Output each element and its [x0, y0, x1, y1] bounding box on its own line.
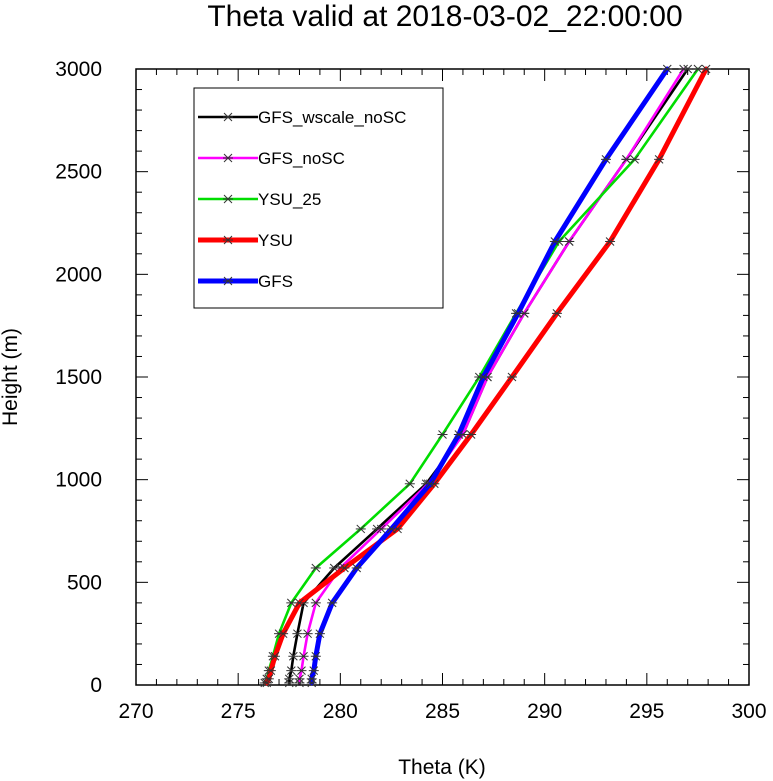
legend-item: GFS [198, 272, 293, 291]
y-tick-label: 3000 [55, 58, 102, 81]
data-point [310, 563, 321, 573]
data-point [284, 678, 295, 688]
data-point [478, 372, 489, 382]
y-tick-label: 1500 [55, 366, 102, 389]
data-point [306, 678, 317, 688]
data-point [549, 237, 560, 246]
data-point [292, 629, 303, 639]
data-point [327, 598, 338, 608]
legend-item: GFS_noSC [198, 149, 345, 168]
data-point [314, 629, 325, 639]
data-point [302, 629, 313, 639]
data-point [605, 237, 616, 246]
legend-item: YSU_25 [198, 190, 321, 209]
chart-title: Theta valid at 2018-03-02_22:00:00 [207, 0, 682, 33]
data-point [286, 666, 297, 675]
data-point [437, 430, 448, 439]
legend: GFS_wscale_noSC GFS_noSC YSU_25 YSU GFS [193, 87, 444, 309]
x-tick-label: 295 [629, 700, 664, 723]
data-point [278, 629, 289, 639]
legend-label: GFS_wscale_noSC [258, 108, 406, 127]
data-point [263, 674, 274, 684]
data-point [310, 651, 321, 661]
axis-ticks [135, 68, 750, 686]
x-tick-label: 300 [731, 700, 766, 723]
data-point [376, 524, 387, 534]
data-point [339, 563, 350, 573]
data-point [404, 479, 415, 489]
data-point [306, 674, 317, 684]
y-tick-labels: 0 500 1000 1500 2000 2500 3000 [55, 58, 102, 697]
legend-marker [223, 194, 233, 204]
data-point [294, 678, 305, 688]
data-point [678, 64, 689, 74]
x-tick-label: 285 [425, 700, 460, 723]
y-tick-label: 2500 [55, 161, 102, 184]
legend-marker [223, 276, 233, 286]
y-tick-label: 0 [90, 674, 102, 697]
legend-marker [223, 153, 233, 163]
x-tick-label: 275 [221, 700, 256, 723]
data-point [425, 479, 436, 489]
data-point [466, 430, 477, 439]
legend-label: GFS [258, 272, 293, 291]
data-point [298, 651, 309, 661]
data-point [513, 308, 524, 318]
data-point [265, 666, 276, 675]
data-point [284, 674, 295, 684]
data-point [662, 64, 673, 74]
series-YSU [261, 64, 712, 688]
data-point [386, 524, 397, 534]
data-point [453, 430, 464, 439]
legend-marker [223, 235, 233, 245]
x-tick-label: 280 [323, 700, 358, 723]
legend-items: GFS_wscale_noSC GFS_noSC YSU_25 YSU GFS [198, 108, 406, 291]
x-tick-labels: 270 275 280 285 290 295 300 [118, 700, 766, 723]
legend-item: GFS_wscale_noSC [198, 108, 406, 127]
legend-marker [223, 112, 233, 122]
data-point [629, 154, 640, 164]
x-axis-label: Theta (K) [398, 756, 486, 779]
x-tick-label: 270 [118, 700, 153, 723]
x-tick-label: 290 [527, 700, 562, 723]
data-point [296, 666, 307, 675]
y-tick-label: 500 [67, 571, 102, 594]
data-point [288, 651, 299, 661]
data-point [701, 64, 712, 74]
legend-label: YSU [258, 231, 293, 250]
data-point [308, 666, 319, 675]
y-tick-label: 1000 [55, 469, 102, 492]
data-point [269, 651, 280, 661]
series-lines [259, 64, 712, 688]
legend-label: YSU_25 [258, 190, 321, 209]
y-axis-label: Height (m) [0, 328, 22, 426]
data-point [551, 308, 562, 318]
data-point [506, 372, 517, 382]
data-point [600, 154, 611, 164]
data-point [294, 598, 305, 608]
data-point [654, 154, 665, 164]
data-point [351, 563, 362, 573]
data-point [564, 237, 575, 246]
data-point [294, 674, 305, 684]
data-point [310, 598, 321, 608]
data-point [261, 678, 272, 688]
legend-label: GFS_noSC [258, 149, 345, 168]
legend-item: YSU [198, 231, 293, 250]
data-point [355, 524, 366, 534]
series-GFS [306, 64, 673, 688]
y-tick-label: 2000 [55, 263, 102, 286]
